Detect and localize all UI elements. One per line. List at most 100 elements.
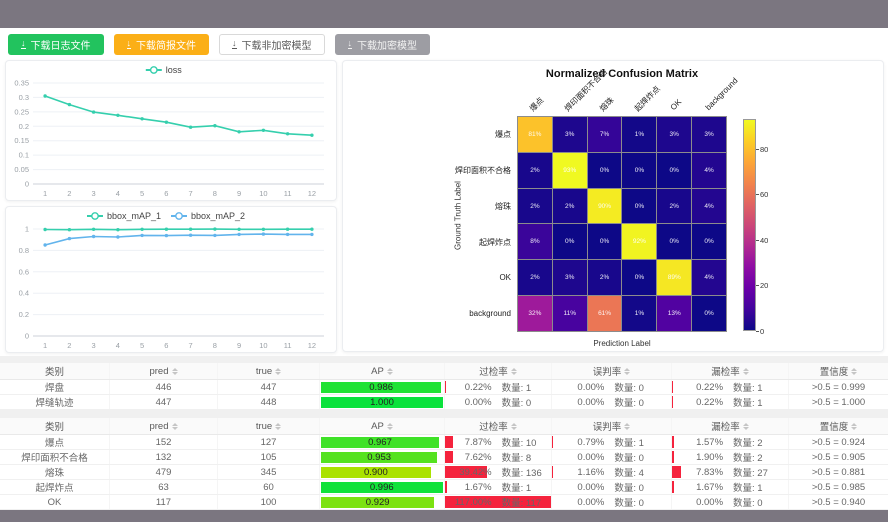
class-cell: 熔珠 bbox=[0, 465, 110, 479]
miss-cell: 0.00% 数量: 0 bbox=[672, 495, 789, 509]
matrix-cell: 8% bbox=[518, 224, 552, 260]
download-unencrypted-model-button[interactable]: ↓ 下载非加密模型 bbox=[219, 33, 325, 55]
over-detect-cell: 7.62% 数量: 8 bbox=[445, 450, 552, 464]
over-detect-cell: 0.00% 数量: 0 bbox=[445, 395, 552, 409]
svg-text:12: 12 bbox=[308, 189, 316, 198]
matrix-cell: 81% bbox=[518, 117, 552, 152]
colorbar-tick-label: 0 bbox=[760, 327, 765, 336]
map-chart-card: 0 0.2 0.4 0.6 0.8 1 1 2 3 4 5 6 7 8 9 10 11 12 bbox_mAP_1 b… bbox=[5, 206, 337, 353]
true-cell: 105 bbox=[218, 450, 320, 464]
ap-cell: 0.986 bbox=[320, 380, 445, 394]
download-icon: ↓ bbox=[232, 37, 237, 50]
matrix-row-label: 焊印面积不合格 bbox=[455, 166, 511, 175]
colorbar-tick-label: 20 bbox=[760, 281, 769, 290]
confidence-cell: >0.5 = 0.940 bbox=[811, 496, 866, 508]
svg-text:9: 9 bbox=[237, 341, 241, 350]
svg-text:loss: loss bbox=[166, 65, 183, 75]
pred-cell: 63 bbox=[110, 480, 218, 494]
matrix-cell: 0% bbox=[692, 224, 726, 260]
loss-chart: 0 0.05 0.1 0.15 0.2 0.25 0.3 0.35 1 2 3 4 5 6 7 8 9 10 11 1… bbox=[6, 61, 336, 200]
bottom-bar bbox=[0, 510, 888, 522]
table-row[interactable]: 起焊炸点 63 60 0.996 1.67% 数量: 1 0.00% 数量: 0 1.67% 数量… bbox=[0, 480, 888, 495]
svg-text:7: 7 bbox=[189, 189, 193, 198]
svg-text:5: 5 bbox=[140, 189, 144, 198]
map-chart: 0 0.2 0.4 0.6 0.8 1 1 2 3 4 5 6 7 8 9 10 11 12 bbox_mAP_1 b… bbox=[6, 207, 336, 352]
matrix-col-label: OK bbox=[668, 97, 683, 112]
miss-cell: 1.90% 数量: 2 bbox=[672, 450, 789, 464]
sort-caret-icon bbox=[742, 367, 749, 375]
matrix-cell: 0% bbox=[657, 152, 692, 188]
confusion-matrix: Normalized Confusion Matrix 81% 3% 7% 1% 3% 3%… bbox=[343, 61, 883, 351]
miss-cell: 0.22% 数量: 1 bbox=[672, 395, 789, 409]
table-header-row: 类别 pred true AP 过检率 误判率 漏检率 置信度 bbox=[0, 418, 888, 435]
matrix-cell: 32% bbox=[518, 296, 552, 331]
miss-cell: 7.83% 数量: 27 bbox=[672, 465, 789, 479]
col-ap-header[interactable]: AP bbox=[320, 418, 445, 434]
col-ap-header[interactable]: AP bbox=[320, 363, 445, 379]
sort-caret-icon bbox=[386, 367, 393, 375]
col-over-detect-rate-header[interactable]: 过检率 bbox=[445, 363, 552, 379]
svg-text:8: 8 bbox=[213, 341, 217, 350]
over-detect-cell: 0.22% 数量: 1 bbox=[445, 380, 552, 394]
confusion-matrix-card: Normalized Confusion Matrix 81% 3% 7% 1% 3% 3%… bbox=[342, 60, 884, 352]
colorbar-tick bbox=[756, 285, 759, 286]
matrix-cell: 3% bbox=[657, 117, 692, 152]
miss-cell: 1.57% 数量: 2 bbox=[672, 435, 789, 449]
true-cell: 60 bbox=[218, 480, 320, 494]
table-row[interactable]: 熔珠 479 345 0.900 39.42% 数量: 136 1.16% 数量: 4 7.83… bbox=[0, 465, 888, 480]
table-row[interactable]: 焊盘 446 447 0.986 0.22% 数量: 1 0.00% 数量: 0 0.22% 数量… bbox=[0, 380, 888, 395]
download-log-button[interactable]: ↓ 下载日志文件 bbox=[8, 33, 104, 55]
col-class-header: 类别 bbox=[0, 418, 110, 434]
pred-cell: 479 bbox=[110, 465, 218, 479]
col-confidence-header[interactable]: 置信度 bbox=[789, 363, 888, 379]
download-report-label: 下载简报文件 bbox=[136, 40, 196, 52]
col-misjudge-rate-header[interactable]: 误判率 bbox=[552, 363, 672, 379]
matrix-colorbar bbox=[743, 119, 756, 331]
class-cell: 焊印面积不合格 bbox=[0, 450, 110, 464]
sort-caret-icon bbox=[624, 422, 631, 430]
svg-text:0.1: 0.1 bbox=[19, 151, 29, 160]
misjudge-cell: 0.00% 数量: 0 bbox=[552, 395, 672, 409]
matrix-cell: 0% bbox=[587, 152, 622, 188]
confidence-cell: >0.5 = 1.000 bbox=[811, 396, 866, 408]
col-true-header[interactable]: true bbox=[218, 363, 320, 379]
table-row[interactable]: 爆点 152 127 0.967 7.87% 数量: 10 0.79% 数量: 1 1.57% 数… bbox=[0, 435, 888, 450]
table-row[interactable]: OK 117 100 0.929 117.00% 数量: 117 0.00% 数量: 0 0.0… bbox=[0, 495, 888, 510]
svg-text:4: 4 bbox=[116, 189, 120, 198]
col-miss-rate-header[interactable]: 漏检率 bbox=[672, 418, 789, 434]
col-pred-header[interactable]: pred bbox=[110, 418, 218, 434]
table-row[interactable]: 焊缝轨迹 447 448 1.000 0.00% 数量: 0 0.00% 数量: 0 0.22%… bbox=[0, 395, 888, 410]
download-icon: ↓ bbox=[347, 37, 352, 50]
svg-text:3: 3 bbox=[92, 341, 96, 350]
svg-text:0.15: 0.15 bbox=[14, 136, 29, 145]
svg-text:bbox_mAP_1: bbox_mAP_1 bbox=[107, 211, 161, 221]
charts-band: 0 0.05 0.1 0.15 0.2 0.25 0.3 0.35 1 2 3 4 5 6 7 8 9 10 11 1… bbox=[0, 60, 888, 356]
miss-cell: 1.67% 数量: 1 bbox=[672, 480, 789, 494]
download-icon: ↓ bbox=[21, 37, 26, 50]
col-pred-header[interactable]: pred bbox=[110, 363, 218, 379]
svg-text:0.4: 0.4 bbox=[19, 289, 29, 298]
class-cell: 爆点 bbox=[0, 435, 110, 449]
download-encrypted-model-label: 下载加密模型 bbox=[357, 40, 417, 52]
col-true-header[interactable]: true bbox=[218, 418, 320, 434]
matrix-cell: 89% bbox=[657, 260, 692, 296]
col-over-detect-rate-header[interactable]: 过检率 bbox=[445, 418, 552, 434]
misjudge-cell: 0.79% 数量: 1 bbox=[552, 435, 672, 449]
col-confidence-header[interactable]: 置信度 bbox=[789, 418, 888, 434]
svg-text:1: 1 bbox=[43, 189, 47, 198]
download-encrypted-model-button[interactable]: ↓ 下载加密模型 bbox=[334, 33, 430, 55]
matrix-col-label: 爆点 bbox=[527, 95, 546, 114]
col-miss-rate-header[interactable]: 漏检率 bbox=[672, 363, 789, 379]
col-misjudge-rate-header[interactable]: 误判率 bbox=[552, 418, 672, 434]
matrix-col-label: 熔珠 bbox=[597, 95, 616, 114]
class-cell: 焊盘 bbox=[0, 380, 110, 394]
table-row[interactable]: 焊印面积不合格 132 105 0.953 7.62% 数量: 8 0.00% 数量: 0 1.… bbox=[0, 450, 888, 465]
matrix-cell: 2% bbox=[518, 152, 552, 188]
pred-cell: 132 bbox=[110, 450, 218, 464]
true-cell: 100 bbox=[218, 495, 320, 509]
colorbar-tick-label: 60 bbox=[760, 190, 769, 199]
svg-text:4: 4 bbox=[116, 341, 120, 350]
download-report-button[interactable]: ↓ 下载简报文件 bbox=[113, 33, 209, 55]
